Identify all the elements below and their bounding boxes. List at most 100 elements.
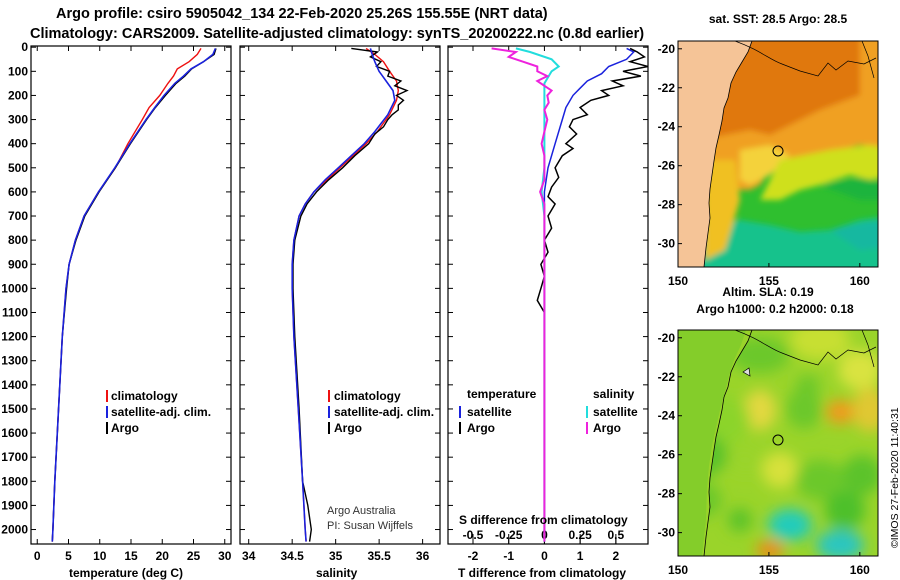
- temperature-panel: 0100200300400500600700800900100011001200…: [1, 40, 231, 580]
- x-tick-label: 0: [541, 549, 548, 563]
- s-tick-label: 0.5: [608, 528, 625, 542]
- depth-tick-label: 1700: [1, 450, 28, 464]
- x-tick-label: 20: [156, 549, 170, 563]
- sst-map-panel: sat. SST: 28.5 Argo: 28.5 150 155 160 -20 -2…: [658, 12, 879, 288]
- credits: Argo Australia PI: Susan Wijffels: [327, 505, 413, 532]
- salinity-xlabel: salinity: [316, 566, 358, 580]
- legend-label-climatology: climatology: [334, 389, 401, 403]
- legend-label-climatology: climatology: [111, 389, 178, 403]
- map-y-tick-label: -24: [658, 120, 676, 134]
- depth-tick-label: 1600: [1, 426, 28, 440]
- legend-label-satellite: satellite-adj. clim.: [334, 405, 434, 419]
- s-argo-difference-line: [491, 47, 554, 542]
- temperature-legend: climatology satellite-adj. clim. Argo: [106, 389, 211, 435]
- difference-bottom-xlabel: T difference from climatology: [458, 566, 626, 580]
- x-tick-label: 1: [577, 549, 584, 563]
- title-line-2: Climatology: CARS2009. Satellite-adjuste…: [30, 26, 645, 42]
- map-x-tick-label: 150: [668, 563, 688, 577]
- x-tick-label: 36: [416, 549, 430, 563]
- x-tick-label: 35.5: [367, 549, 391, 563]
- x-tick-label: -1: [503, 549, 514, 563]
- sla-map-title-1: Altim. SLA: 0.19: [722, 285, 814, 299]
- temperature-xlabel: temperature (deg C): [69, 566, 183, 580]
- x-tick-label: 15: [124, 549, 138, 563]
- x-tick-label: 2: [613, 549, 620, 563]
- map-x-tick-label: 155: [759, 563, 779, 577]
- map-y-tick-label: -30: [658, 526, 676, 540]
- t-argo-difference-line: [536, 47, 648, 542]
- argo-float-marker: [772, 145, 784, 157]
- salinity-ticks: 34 34.5 35 35.5 36: [240, 46, 440, 563]
- map-y-tick-label: -24: [658, 409, 676, 423]
- salinity-satellite-line: [291, 48, 396, 542]
- sst-map-field: [678, 41, 878, 267]
- sst-map-title: sat. SST: 28.5 Argo: 28.5: [709, 12, 848, 26]
- depth-tick-label: 2000: [1, 523, 28, 537]
- title-line-1: Argo profile: csiro 5905042_134 22-Feb-2…: [56, 6, 548, 22]
- map-y-tick-label: -28: [658, 198, 676, 212]
- depth-tick-label: 1300: [1, 354, 28, 368]
- depth-tick-label: 400: [8, 137, 28, 151]
- depth-tick-label: 100: [8, 64, 28, 78]
- map-x-tick-label: 155: [759, 274, 779, 288]
- sla-map-panel: Altim. SLA: 0.19 Argo h1000: 0.2 h2000: …: [658, 285, 879, 577]
- legend-label-s-satellite: satellite: [593, 405, 638, 419]
- temperature-satellite-line: [51, 48, 217, 542]
- legend-title-salinity: salinity: [593, 387, 635, 401]
- credit-line-2: PI: Susan Wijffels: [327, 520, 413, 532]
- x-tick-label: 5: [65, 549, 72, 563]
- map-y-tick-label: -28: [658, 487, 676, 501]
- x-tick-label: 25: [187, 549, 201, 563]
- x-tick-label: 35: [329, 549, 343, 563]
- legend-label-t-argo: Argo: [467, 421, 495, 435]
- x-tick-label: 10: [93, 549, 107, 563]
- legend-label-t-satellite: satellite: [467, 405, 512, 419]
- depth-tick-label: 1200: [1, 330, 28, 344]
- sla-map-ticks: 150 155 160 -20 -22 -24 -26 -28 -30: [658, 331, 870, 577]
- depth-tick-label: 800: [8, 233, 28, 247]
- depth-tick-label: 900: [8, 257, 28, 271]
- depth-tick-label: 700: [8, 209, 28, 223]
- sla-map-title-2: Argo h1000: 0.2 h2000: 0.18: [696, 302, 854, 316]
- map-y-tick-label: -30: [658, 237, 676, 251]
- s-tick-label: -0.25: [495, 528, 523, 542]
- argo-float-marker: [772, 434, 784, 446]
- salinity-argo-line: [292, 47, 409, 542]
- salinity-legend: climatology satellite-adj. clim. Argo: [328, 389, 434, 435]
- legend-label-argo: Argo: [111, 421, 139, 435]
- map-y-tick-label: -20: [658, 331, 676, 345]
- x-tick-label: 34.5: [280, 549, 304, 563]
- sla-map-field: [678, 330, 878, 556]
- map-y-tick-label: -26: [658, 159, 676, 173]
- depth-tick-label: 1100: [2, 305, 28, 319]
- s-tick-label: -0.5: [463, 528, 484, 542]
- map-x-tick-label: 160: [850, 563, 870, 577]
- difference-panel: -2 -1 0 1 2-0.5 -0.25 0 0.25 0.5 T difference fr…: [447, 45, 649, 580]
- difference-top-xlabel: S difference from climatology: [459, 513, 628, 527]
- depth-tick-label: 1400: [1, 378, 28, 392]
- difference-ticks: -2 -1 0 1 2-0.5 -0.25 0 0.25 0.5: [448, 46, 648, 563]
- depth-tick-label: 1000: [1, 281, 28, 295]
- depth-tick-label: 1900: [1, 498, 28, 512]
- s-tick-label: 0.25: [568, 528, 592, 542]
- credit-line-1: Argo Australia: [327, 505, 396, 517]
- depth-tick-label: 600: [8, 185, 28, 199]
- depth-tick-label: 200: [8, 88, 28, 102]
- legend-label-s-argo: Argo: [593, 421, 621, 435]
- sst-map-ticks: 150 155 160 -20 -22 -24 -26 -28 -30: [658, 42, 870, 288]
- depth-tick-label: 500: [8, 161, 28, 175]
- map-y-tick-label: -22: [658, 370, 676, 384]
- salinity-panel: 34 34.5 35 35.5 36 salinity climatology sate…: [239, 45, 441, 580]
- x-tick-label: 34: [242, 549, 256, 563]
- x-tick-label: -2: [468, 549, 479, 563]
- timestamp-stamp: ©IMOS 27-Feb-2020 11:40:31: [889, 407, 900, 548]
- difference-legend: temperature salinity satellite Argo sate…: [459, 387, 638, 435]
- depth-tick-label: 0: [21, 40, 28, 54]
- x-tick-label: 30: [218, 549, 232, 563]
- legend-title-temperature: temperature: [467, 387, 537, 401]
- depth-tick-label: 1800: [1, 474, 28, 488]
- legend-label-argo: Argo: [334, 421, 362, 435]
- map-x-tick-label: 150: [668, 274, 688, 288]
- temperature-ticks: 0100200300400500600700800900100011001200…: [1, 40, 231, 563]
